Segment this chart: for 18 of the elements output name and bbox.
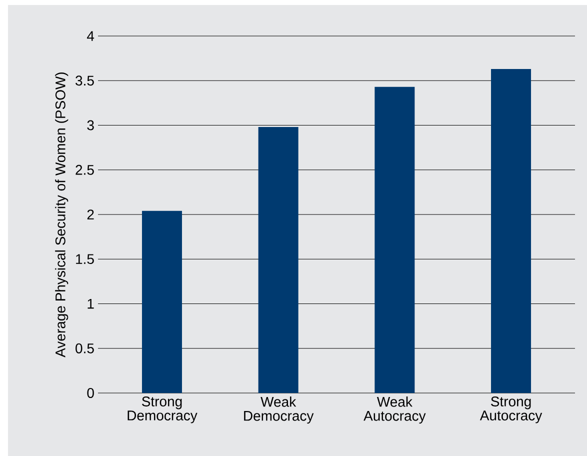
bar [491,69,532,393]
bar [258,127,298,393]
y-tick-label: 0.5 [76,343,94,354]
x-tick-label: Weak Autocracy [364,396,426,424]
y-tick-label: 4 [86,31,94,41]
y-tick-label: 3 [87,120,94,130]
x-tick-label: Strong Democracy [128,396,198,424]
bar [142,210,182,393]
y-tick-label: 2 [87,210,94,220]
x-tick-label: Strong Autocracy [480,396,542,424]
bar [374,86,415,393]
y-tick-label: 3.5 [76,76,94,86]
y-tick-label: 0 [87,388,94,398]
x-tick-label: Weak Democracy [244,396,314,424]
y-tick-label: 2.5 [76,164,94,175]
y-tick-label: 1 [88,298,94,309]
y-tick-label: 1.5 [76,254,94,264]
y-axis-title: Average Physical Security of Women (PSOW) [55,72,68,358]
